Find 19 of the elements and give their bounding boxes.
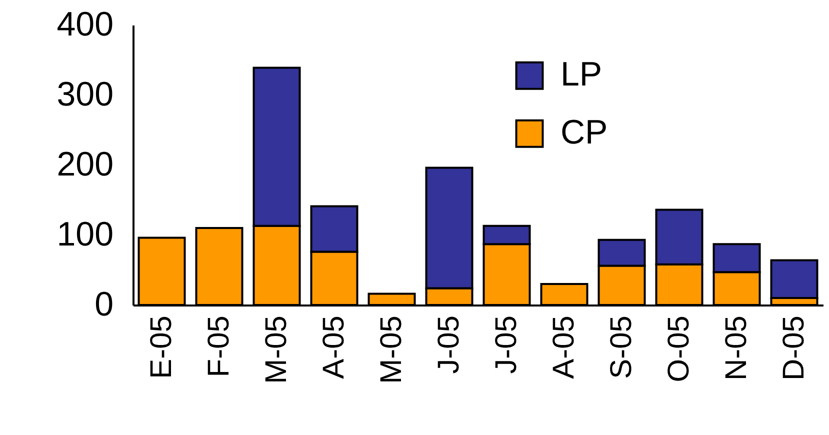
- x-tick-label: J-05: [490, 316, 523, 374]
- x-tick-label: S-05: [604, 316, 638, 379]
- x-tick-label: J-05: [432, 316, 466, 374]
- y-tick-label: 300: [56, 76, 114, 114]
- x-tick-label: E-05: [144, 316, 178, 379]
- y-tick-label: 0: [94, 286, 114, 324]
- x-tick-label: F-05: [202, 316, 236, 378]
- x-tick-label: M-05: [374, 316, 408, 384]
- y-tick-label: 100: [56, 216, 114, 254]
- legend-label: CP: [560, 114, 608, 152]
- legend-label: LP: [560, 56, 602, 94]
- x-tick-label: M-05: [260, 316, 293, 384]
- x-tick-label: N-05: [720, 316, 753, 381]
- x-tick-label: D-05: [777, 316, 810, 381]
- y-tick-label: 400: [56, 6, 114, 44]
- x-tick-label: O-05: [662, 316, 696, 382]
- y-tick-label: 200: [56, 146, 114, 184]
- x-tick-label: A-05: [547, 316, 580, 379]
- x-tick-label: A-05: [317, 316, 350, 379]
